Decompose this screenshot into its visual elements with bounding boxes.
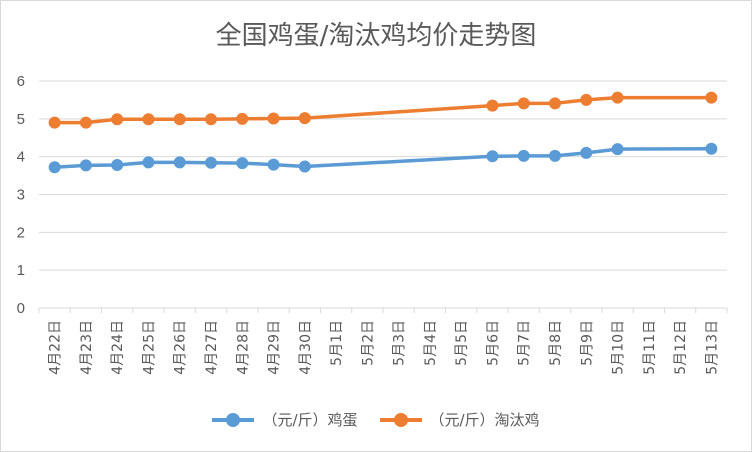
legend: （元/斤）鸡蛋 （元/斤）淘汰鸡 [1,409,751,430]
legend-label-eggs: （元/斤）鸡蛋 [262,411,358,429]
y-tick-label: 6 [17,73,25,90]
x-tick-label: 5月1日 [329,320,345,366]
data-point [267,112,280,125]
y-tick-label: 5 [17,111,25,128]
x-tick-label: 5月12日 [673,320,689,375]
data-point [236,112,249,125]
data-point [517,149,530,162]
y-tick-label: 3 [17,187,25,204]
x-tick-label: 5月3日 [392,320,408,366]
y-tick-label: 4 [17,149,25,166]
data-point [111,158,124,171]
y-tick-label: 1 [17,262,25,279]
data-point [298,160,311,173]
data-point [580,93,593,106]
data-point [298,112,311,125]
data-point [79,159,92,172]
x-tick-label: 5月6日 [485,320,501,366]
data-point [705,142,718,155]
x-tick-label: 5月13日 [704,320,720,375]
data-point [549,149,561,162]
x-tick-label: 4月29日 [267,320,283,375]
data-point [205,113,217,126]
data-point [79,116,92,129]
legend-swatch-culled-hens [379,412,422,427]
data-point [611,143,624,156]
data-point [486,150,499,163]
data-point [611,91,624,104]
x-tick-label: 5月8日 [548,320,564,366]
legend-item-eggs: （元/斤）鸡蛋 [212,409,358,430]
legend-swatch-eggs [212,412,255,427]
x-tick-label: 4月30日 [298,320,314,375]
data-point [580,146,593,159]
data-point [267,158,280,171]
x-tick-label: 4月28日 [235,320,251,375]
x-tick-label: 5月11日 [642,320,658,375]
legend-label-culled-hens: （元/斤）淘汰鸡 [429,411,540,429]
x-tick-label: 5月5日 [454,320,470,366]
x-tick-label: 4月26日 [173,320,189,375]
data-point [549,97,561,110]
y-tick-label: 2 [17,224,25,241]
x-tick-label: 5月2日 [360,320,376,366]
x-tick-label: 5月4日 [423,320,439,366]
data-point [48,161,61,174]
x-tick-label: 4月23日 [79,320,95,375]
data-point [517,97,530,110]
data-point [111,113,124,126]
data-point [142,113,155,126]
x-tick-label: 4月25日 [141,320,157,375]
chart-title: 全国鸡蛋/淘汰鸡均价走势图 [215,21,537,51]
x-tick-label: 4月27日 [204,320,220,375]
data-point [486,99,499,112]
x-tick-label: 4月24日 [110,320,126,375]
legend-item-culled-hens: （元/斤）淘汰鸡 [379,409,540,430]
data-point [173,113,186,126]
data-point [142,156,155,169]
data-point [48,116,61,129]
x-tick-label: 5月10日 [611,320,627,375]
x-tick-label: 4月22日 [48,320,64,375]
x-tick-label: 5月9日 [579,320,595,366]
data-point [236,157,249,170]
data-point [173,156,186,169]
data-point [205,156,217,169]
data-point [705,91,718,104]
x-tick-label: 5月7日 [517,320,533,366]
y-tick-label: 0 [17,300,25,317]
